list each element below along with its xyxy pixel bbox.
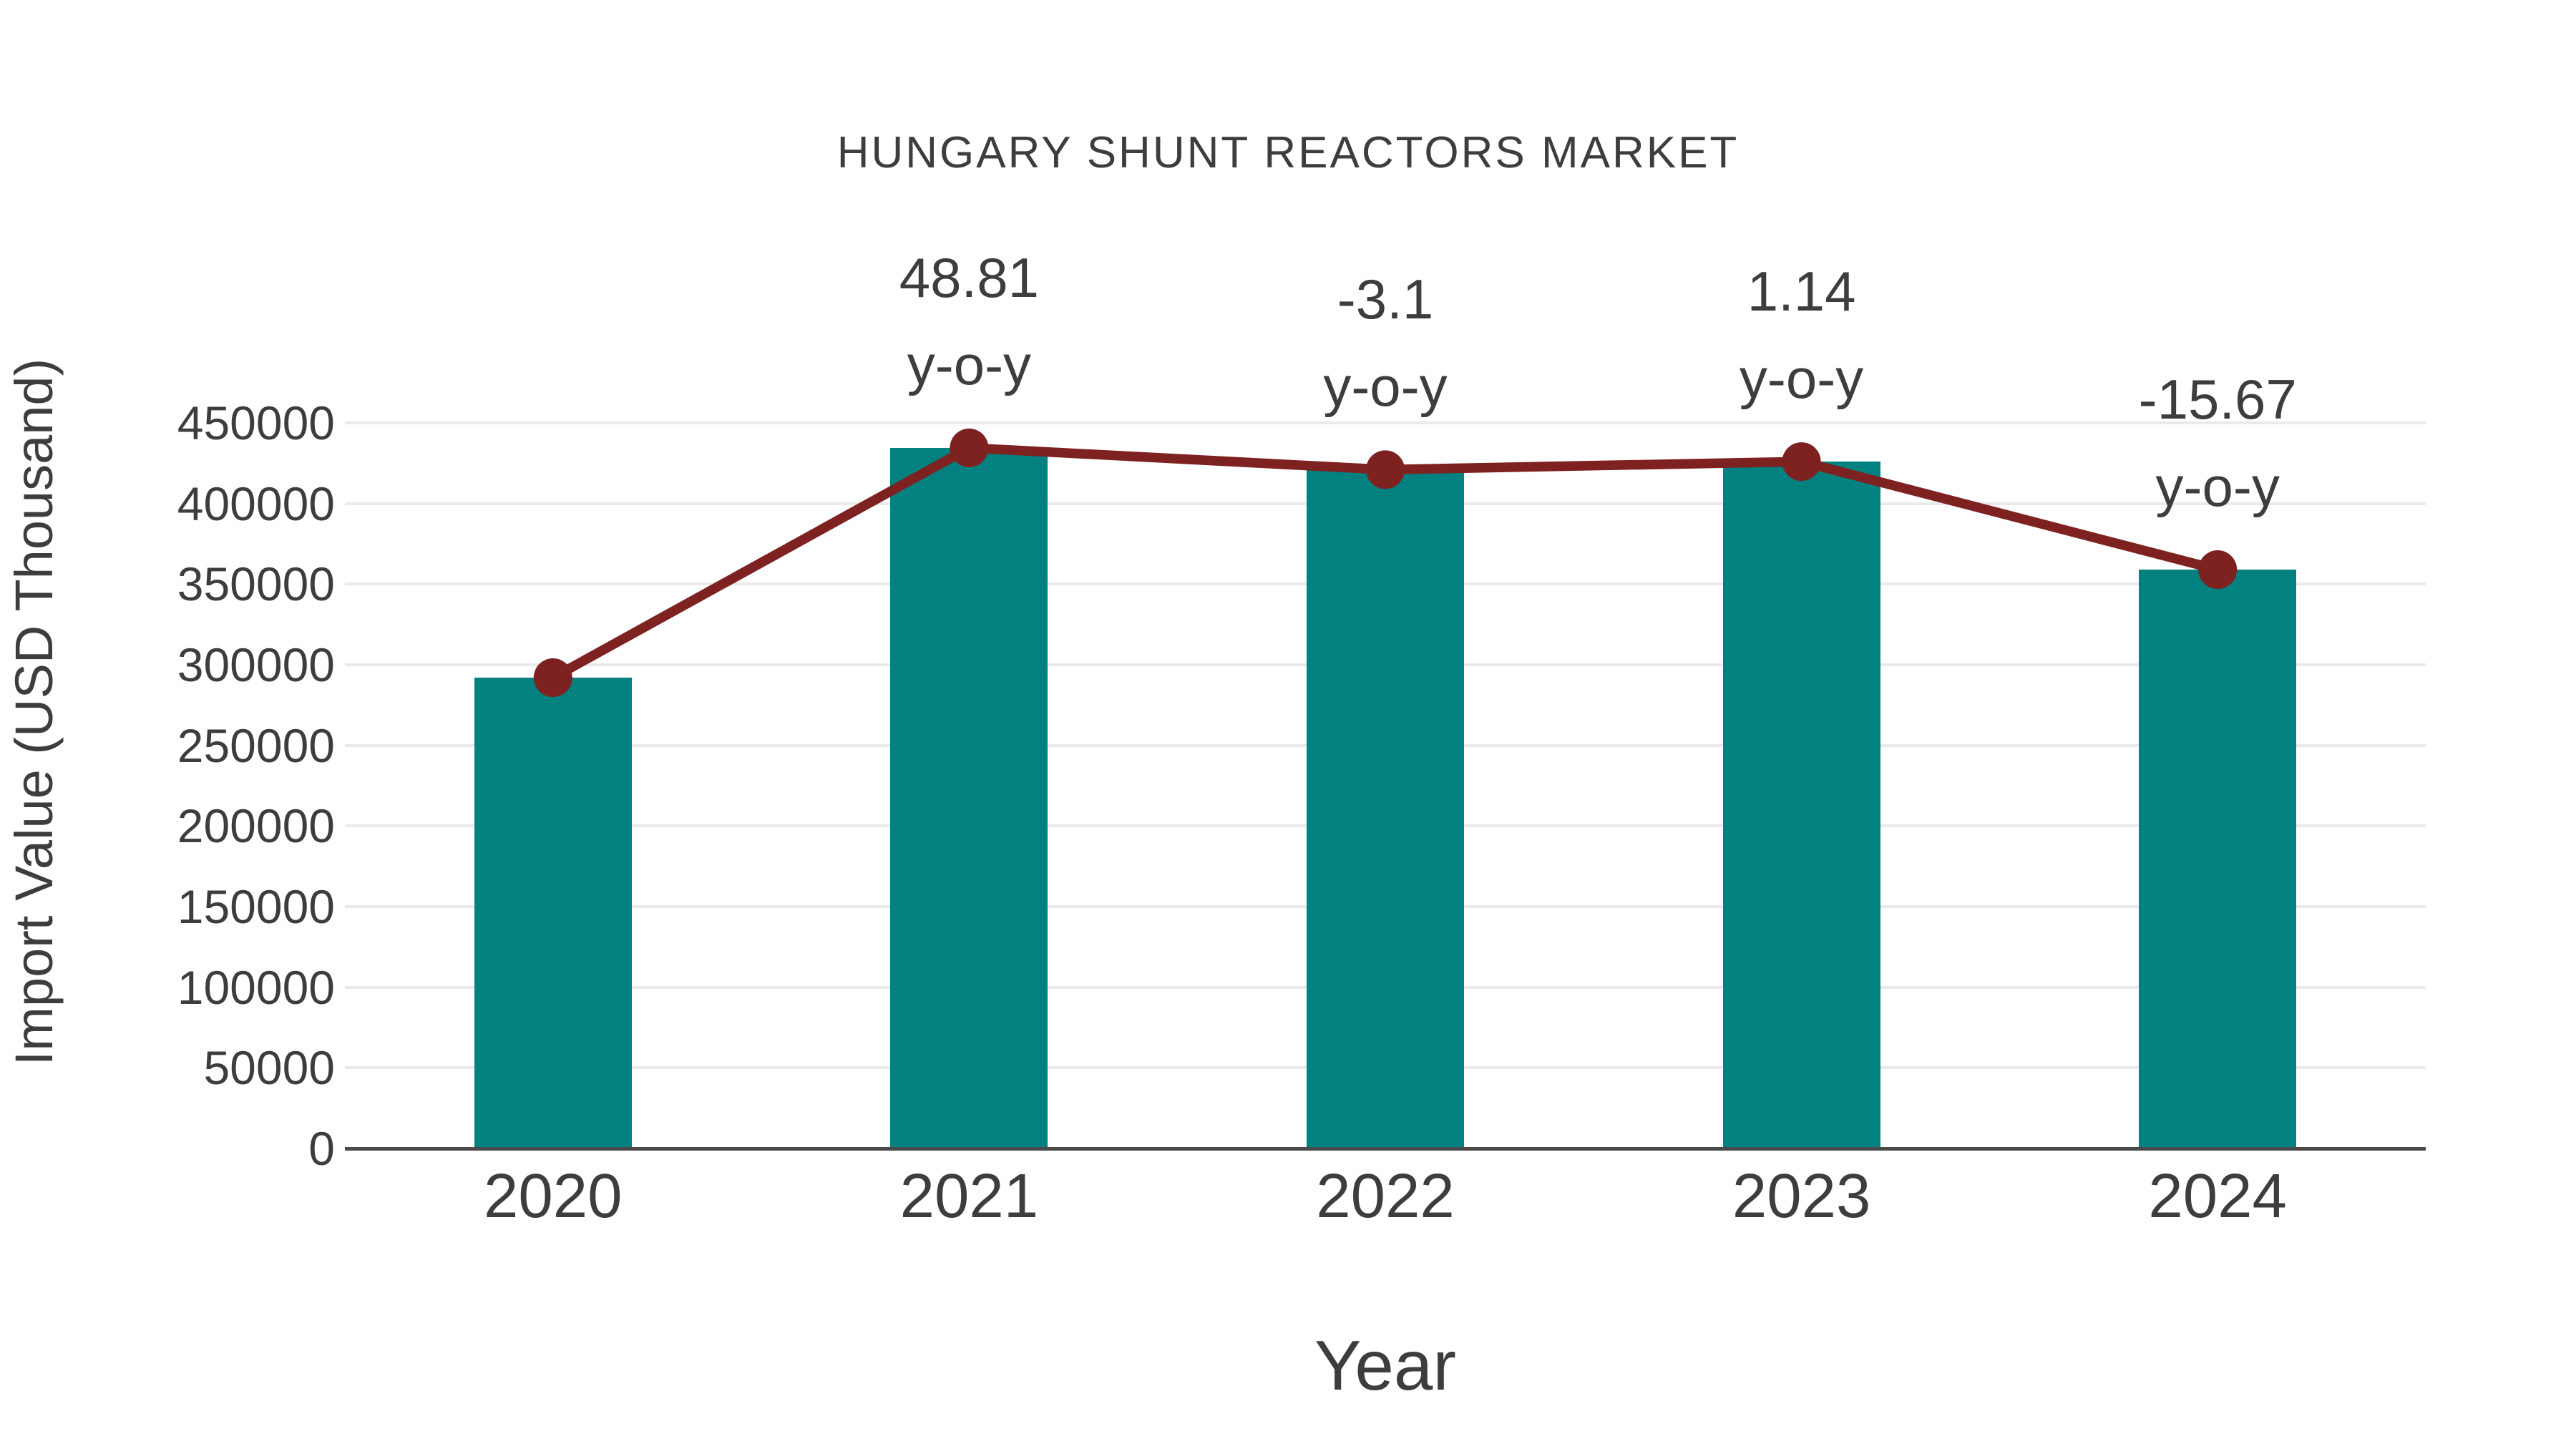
y-tick-label-350000: 350000 xyxy=(177,557,335,611)
x-tick-label-2020: 2020 xyxy=(484,1161,623,1231)
annotation-2023: 1.14 y-o-y xyxy=(1580,248,2024,422)
x-tick-label-2024: 2024 xyxy=(2148,1161,2287,1231)
gridline-450000 xyxy=(345,421,2426,424)
y-tick-label-400000: 400000 xyxy=(177,477,335,530)
bar-2023 xyxy=(1722,462,1880,1148)
y-tick-label-100000: 100000 xyxy=(177,960,335,1014)
y-tick-label-250000: 250000 xyxy=(177,718,335,772)
y-tick-label-300000: 300000 xyxy=(177,638,335,691)
trend-point-2024 xyxy=(2198,550,2238,590)
trend-point-2023 xyxy=(1782,442,1821,482)
trend-point-2022 xyxy=(1366,450,1405,489)
y-tick-label-200000: 200000 xyxy=(177,799,335,853)
y-tick-label-50000: 50000 xyxy=(203,1041,335,1095)
x-tick-label-2022: 2022 xyxy=(1316,1161,1455,1231)
bar-2020 xyxy=(474,678,632,1148)
trend-point-2021 xyxy=(950,428,989,467)
bar-2022 xyxy=(1307,469,1464,1148)
x-axis-line xyxy=(345,1147,2426,1151)
x-tick-label-2023: 2023 xyxy=(1732,1161,1871,1231)
y-tick-label-450000: 450000 xyxy=(177,396,335,449)
annotation-suffix: y-o-y xyxy=(1323,355,1448,419)
chart-title: HUNGARY SHUNT REACTORS MARKET xyxy=(836,128,1740,177)
x-axis-title: Year xyxy=(1314,1326,1456,1405)
annotation-value: -3.1 xyxy=(1337,268,1434,331)
x-tick-label-2021: 2021 xyxy=(899,1161,1039,1231)
annotation-2021: 48.81 y-o-y xyxy=(747,234,1191,409)
annotation-value: -15.67 xyxy=(2138,368,2297,431)
annotation-suffix: y-o-y xyxy=(2155,455,2280,519)
trend-point-2020 xyxy=(533,658,572,698)
bar-2021 xyxy=(890,447,1048,1148)
annotation-value: 48.81 xyxy=(899,245,1039,309)
bar-2024 xyxy=(2139,570,2297,1148)
annotation-2022: -3.1 y-o-y xyxy=(1163,255,1607,430)
annotation-value: 1.14 xyxy=(1747,260,1856,323)
annotation-suffix: y-o-y xyxy=(1739,347,1864,411)
y-tick-label-150000: 150000 xyxy=(177,880,335,933)
annotation-suffix: y-o-y xyxy=(907,333,1032,396)
y-tick-label-0: 0 xyxy=(308,1122,335,1175)
annotation-2024: -15.67 y-o-y xyxy=(1996,356,2439,530)
